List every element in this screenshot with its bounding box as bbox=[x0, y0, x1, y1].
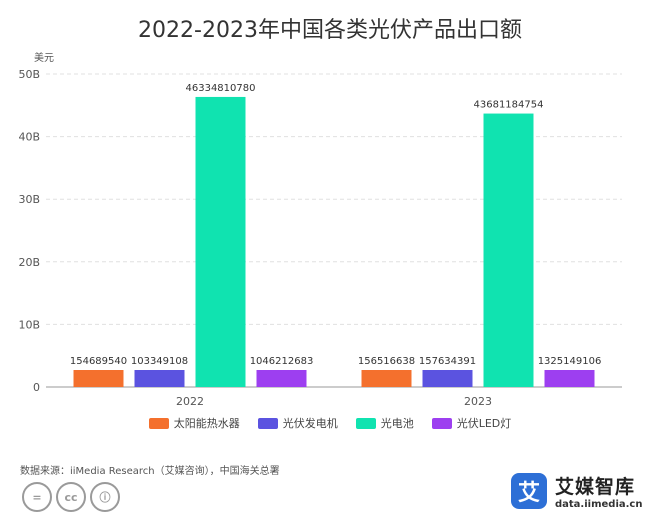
brand-block: 艾 艾媒智库 data.iimedia.cn bbox=[511, 472, 642, 510]
data-source: 数据来源：iiMedia Research（艾媒咨询），中国海关总署 bbox=[20, 466, 280, 477]
bar bbox=[544, 370, 595, 387]
legend-item[interactable]: 光伏LED灯 bbox=[431, 415, 512, 431]
legend-swatch bbox=[257, 417, 278, 429]
brand-name: 艾媒智库 bbox=[555, 476, 636, 498]
data-label: 156516638 bbox=[358, 356, 415, 367]
bar bbox=[256, 370, 307, 387]
data-label: 46334810780 bbox=[186, 83, 256, 94]
bar bbox=[73, 370, 124, 387]
bar bbox=[361, 370, 412, 387]
y-tick-label: 0 bbox=[33, 381, 40, 394]
y-tick-label: 30B bbox=[18, 193, 40, 206]
legend-swatch bbox=[355, 417, 376, 429]
legend-label: 光伏发电机 bbox=[282, 417, 338, 430]
legend-swatch bbox=[148, 417, 169, 429]
legend-item[interactable]: 太阳能热水器 bbox=[148, 415, 240, 431]
bar bbox=[195, 96, 246, 387]
y-tick-label: 10B bbox=[18, 318, 40, 331]
legend-swatch bbox=[431, 417, 452, 429]
legend-label: 光伏LED灯 bbox=[456, 417, 512, 430]
data-label: 1046212683 bbox=[250, 356, 314, 367]
bar bbox=[422, 370, 473, 387]
y-tick-label: 40B bbox=[18, 131, 40, 144]
bar-chart: 0 10B 20B 30B 40B 50B 154689540 103349108 463348… bbox=[18, 68, 622, 408]
legend-item[interactable]: 光电池 bbox=[355, 415, 414, 431]
chart-legend: 太阳能热水器 光伏发电机 光电池 光伏LED灯 bbox=[0, 415, 660, 431]
y-axis-unit: 美元 bbox=[34, 53, 54, 64]
equals-icon: = bbox=[22, 482, 52, 512]
x-tick-label: 2022 bbox=[176, 395, 204, 408]
cc-icon: cc bbox=[56, 482, 86, 512]
y-tick-label: 20B bbox=[18, 256, 40, 269]
legend-item[interactable]: 光伏发电机 bbox=[257, 415, 338, 431]
data-label: 1325149106 bbox=[538, 356, 602, 367]
license-icons: = cc ⓘ bbox=[22, 482, 120, 512]
legend-label: 光电池 bbox=[380, 417, 414, 430]
x-tick-label: 2023 bbox=[464, 395, 492, 408]
bar bbox=[134, 370, 185, 387]
person-icon: ⓘ bbox=[90, 482, 120, 512]
legend-label: 太阳能热水器 bbox=[173, 417, 240, 430]
data-label: 103349108 bbox=[131, 356, 188, 367]
data-label: 154689540 bbox=[70, 356, 127, 367]
chart-title: 2022-2023年中国各类光伏产品出口额 bbox=[138, 18, 522, 43]
y-tick-label: 50B bbox=[18, 68, 40, 81]
brand-logo-icon: 艾 bbox=[511, 473, 547, 509]
data-label: 43681184754 bbox=[474, 100, 544, 111]
brand-url: data.iimedia.cn bbox=[555, 499, 643, 510]
data-label: 157634391 bbox=[419, 356, 476, 367]
bar bbox=[483, 113, 534, 387]
